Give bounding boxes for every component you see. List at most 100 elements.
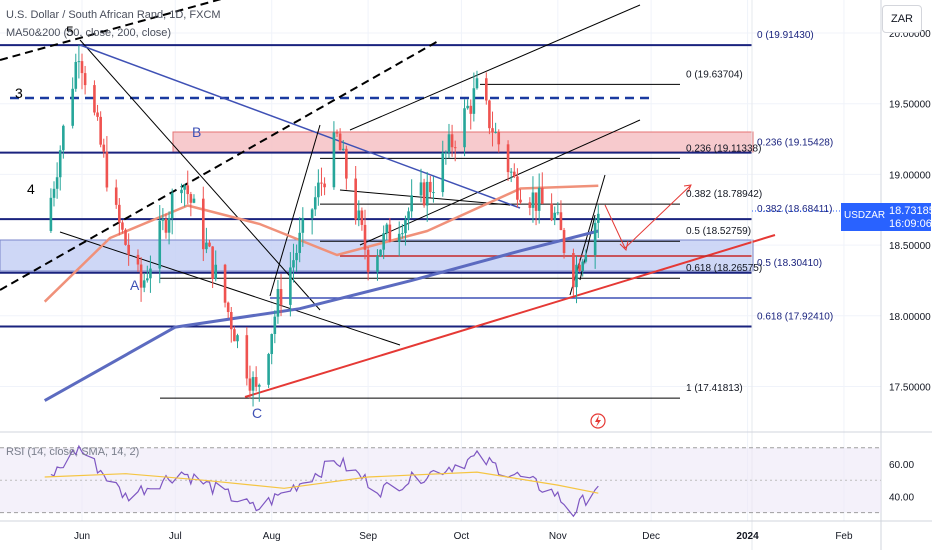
candle-body bbox=[376, 255, 379, 273]
candle-body bbox=[180, 189, 183, 194]
candle-body bbox=[341, 148, 345, 151]
candle-body bbox=[226, 302, 230, 313]
candle-body bbox=[432, 192, 435, 194]
candle-body bbox=[528, 202, 532, 208]
candle-body bbox=[366, 249, 370, 273]
candle-body bbox=[475, 78, 479, 89]
candle-body bbox=[62, 125, 65, 151]
candle-body bbox=[93, 85, 96, 113]
fib-right-label: 0.382 (18.68411) bbox=[757, 204, 832, 215]
candle-body bbox=[208, 242, 211, 247]
candle-body bbox=[338, 133, 342, 151]
candle-body bbox=[512, 171, 516, 177]
candle-body bbox=[429, 181, 432, 193]
candle-body bbox=[581, 261, 585, 271]
candle-body bbox=[313, 197, 317, 210]
lightning-icon[interactable] bbox=[590, 413, 606, 429]
fib-mid-label: 1 (17.41813) bbox=[686, 383, 743, 394]
fib-right-label: 0.236 (19.15428) bbox=[757, 138, 833, 149]
candle-body bbox=[99, 116, 102, 145]
candle-body bbox=[444, 152, 448, 154]
candle-body bbox=[105, 151, 109, 188]
impulse-up-line bbox=[269, 124, 321, 297]
rsi-legend[interactable]: RSI (14, close, SMA, 14, 2) bbox=[6, 446, 140, 458]
candle-body bbox=[49, 197, 53, 231]
candle-body bbox=[80, 61, 84, 74]
candle-body bbox=[332, 132, 336, 188]
fib-right-label: 0.618 (17.92410) bbox=[757, 312, 833, 323]
candle-body bbox=[540, 187, 544, 204]
candle-body bbox=[534, 192, 538, 211]
candle-body bbox=[74, 61, 78, 89]
candlestick-series bbox=[49, 45, 600, 407]
candle-body bbox=[593, 222, 597, 256]
up-channel-upper bbox=[349, 4, 641, 131]
x-tick-label: 2024 bbox=[736, 531, 759, 542]
candle-body bbox=[211, 246, 214, 279]
candle-body bbox=[121, 222, 124, 230]
x-tick-label: Jul bbox=[169, 531, 182, 542]
candle-body bbox=[519, 199, 522, 203]
fib-mid-label: 0.618 (18.26575) bbox=[686, 263, 762, 274]
candle-body bbox=[114, 187, 118, 205]
candle-body bbox=[388, 224, 392, 242]
candle-body bbox=[298, 232, 301, 253]
ma200-line bbox=[43, 229, 599, 402]
wave-label: 5 bbox=[66, 23, 74, 39]
candle-body bbox=[279, 289, 283, 305]
candle-body bbox=[494, 131, 497, 133]
time-axis[interactable]: Jun Jul Aug Sep Oct Nov Dec 2024 Feb bbox=[74, 531, 853, 542]
candle-body bbox=[345, 148, 348, 179]
candle-body bbox=[124, 229, 127, 245]
fib-mid-label: 0.382 (18.78942) bbox=[686, 189, 762, 200]
x-tick-label: Nov bbox=[549, 531, 567, 542]
candle-body bbox=[55, 177, 59, 189]
candle-body bbox=[310, 209, 314, 218]
candle-body bbox=[488, 100, 491, 129]
candle-body bbox=[531, 192, 535, 208]
fib-right-label: 0.5 (18.30410) bbox=[757, 258, 822, 269]
candle-body bbox=[233, 329, 236, 342]
price-axis[interactable]: 20.00000 19.50000 19.00000 18.50000 18.00000… bbox=[889, 29, 931, 394]
projection-arrow-up bbox=[683, 184, 692, 193]
candle-body bbox=[401, 233, 404, 235]
candle-body bbox=[360, 210, 364, 225]
candle-body bbox=[553, 212, 557, 221]
candle-body bbox=[357, 210, 361, 220]
last-price-value: 18.73185 bbox=[889, 205, 932, 217]
ma50-polyline bbox=[43, 184, 599, 303]
candle-body bbox=[161, 218, 165, 221]
candle-body bbox=[189, 194, 193, 203]
candle-body bbox=[578, 264, 581, 271]
candle-body bbox=[466, 105, 469, 109]
candle-body bbox=[506, 144, 510, 173]
candle-body bbox=[77, 61, 81, 63]
candle-body bbox=[102, 144, 106, 152]
ma-legend[interactable]: MA50&200 (50, close, 200, close) bbox=[6, 27, 172, 39]
candle-body bbox=[248, 378, 252, 391]
candle-body bbox=[229, 312, 233, 330]
fib-levels-mid: 0 (19.63704) 0.236 (19.11338) 0.382 (18.78… bbox=[686, 69, 762, 394]
fib-mid-label: 0.5 (18.52759) bbox=[686, 226, 751, 237]
last-price-tag: USDZAR 18.73185 16:09:06 bbox=[841, 203, 932, 231]
currency-button[interactable]: ZAR bbox=[882, 5, 922, 33]
candle-body bbox=[447, 134, 451, 153]
y-tick-label: 19.00000 bbox=[889, 170, 931, 181]
y-tick-label: 19.50000 bbox=[889, 100, 931, 111]
candle-body bbox=[556, 212, 560, 214]
candle-body bbox=[295, 252, 298, 261]
candle-body bbox=[491, 128, 494, 133]
fib-levels-right: 0 (19.91430) 0.236 (19.15428) 0.382 (18.68… bbox=[757, 30, 833, 322]
candle-body bbox=[363, 224, 367, 250]
candle-body bbox=[170, 193, 174, 219]
candle-body bbox=[441, 152, 445, 193]
candle-body bbox=[96, 112, 99, 117]
ma200-polyline bbox=[43, 229, 599, 402]
candle-body bbox=[497, 131, 501, 145]
wave-label: B bbox=[192, 124, 201, 140]
candle-body bbox=[596, 213, 600, 223]
rsi-tick-label: 60.00 bbox=[889, 460, 914, 471]
candle-body bbox=[236, 335, 239, 342]
candle-body bbox=[273, 316, 277, 335]
